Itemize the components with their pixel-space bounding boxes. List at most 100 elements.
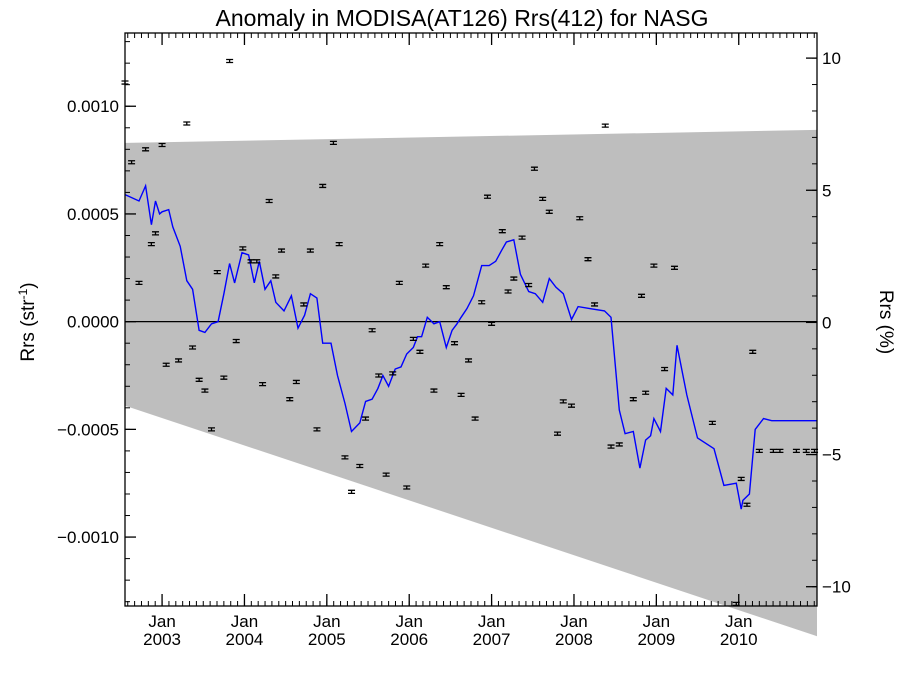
y-axis-label-left-close: ) xyxy=(18,282,39,288)
y-tick-label: 0.0010 xyxy=(67,97,119,116)
tick-labels-layer: 0.0010 0.0005 0.0000 −0.0005 −0.0010 10 5 0 −5 −1… xyxy=(57,49,851,649)
data-point xyxy=(737,476,745,482)
data-point xyxy=(483,194,491,199)
data-point xyxy=(162,362,170,367)
data-point xyxy=(300,302,308,307)
chart-title: Anomaly in MODISA(AT126) Rrs(412) for NA… xyxy=(216,5,709,31)
data-point xyxy=(584,257,592,262)
data-point xyxy=(422,263,430,268)
data-point xyxy=(286,397,294,402)
data-point xyxy=(769,448,777,454)
data-point xyxy=(356,463,364,469)
y-right-tick-label: 10 xyxy=(822,49,841,68)
data-point xyxy=(488,321,496,326)
data-point xyxy=(576,216,584,221)
shaded-band-layer xyxy=(125,129,817,637)
data-point xyxy=(601,123,609,128)
line-series-layer xyxy=(124,183,817,510)
x-tick-year-label: 2010 xyxy=(720,630,758,649)
data-point xyxy=(183,121,191,126)
data-point xyxy=(239,246,247,251)
data-point xyxy=(559,399,567,404)
data-point xyxy=(755,448,763,454)
data-point xyxy=(382,472,390,477)
data-point xyxy=(195,377,203,382)
x-tick-month-label: Jan xyxy=(148,612,175,631)
y-axis-label-left-text: Rrs (str xyxy=(18,299,39,362)
data-point xyxy=(457,392,465,398)
data-point xyxy=(147,241,155,247)
data-point xyxy=(158,142,166,148)
data-point xyxy=(362,416,370,421)
x-tick-month-label: Jan xyxy=(725,612,752,631)
data-point xyxy=(498,229,506,234)
x-tick-month-label: Jan xyxy=(560,612,587,631)
y-right-tick-label: 0 xyxy=(822,313,831,332)
data-point xyxy=(545,209,553,214)
data-point xyxy=(348,489,356,494)
data-point xyxy=(642,390,650,395)
data-point xyxy=(341,455,349,460)
data-point xyxy=(510,276,518,281)
x-tick-year-label: 2003 xyxy=(143,630,181,649)
data-point xyxy=(539,196,547,202)
data-point xyxy=(253,259,261,264)
data-point xyxy=(661,366,669,372)
data-point xyxy=(436,241,444,247)
data-point xyxy=(802,448,810,454)
data-point xyxy=(259,381,267,387)
data-point xyxy=(213,269,221,275)
data-point xyxy=(306,248,314,253)
y-tick-label: −0.0005 xyxy=(57,420,119,439)
data-point xyxy=(465,358,473,363)
shaded-band xyxy=(125,129,817,637)
data-point xyxy=(403,485,411,490)
data-point xyxy=(226,58,234,64)
data-point xyxy=(375,373,383,378)
data-point xyxy=(128,160,136,165)
data-point xyxy=(442,285,450,290)
data-point xyxy=(776,448,784,454)
x-tick-year-label: 2007 xyxy=(473,630,511,649)
data-point xyxy=(554,431,561,436)
x-tick-month-label: Jan xyxy=(231,612,258,631)
x-tick-month-label: Jan xyxy=(313,612,340,631)
data-point xyxy=(451,341,459,346)
data-point xyxy=(430,388,438,393)
data-point xyxy=(389,371,397,376)
data-point xyxy=(743,502,751,507)
x-tick-month-label: Jan xyxy=(643,612,670,631)
data-point xyxy=(615,442,623,447)
data-point xyxy=(329,140,337,146)
data-point xyxy=(272,274,280,279)
y-right-tick-label: −10 xyxy=(822,578,851,597)
data-point xyxy=(265,198,273,204)
data-point xyxy=(151,231,159,236)
axes-layer xyxy=(124,32,818,607)
y-right-tick-label: −5 xyxy=(822,446,841,465)
data-point xyxy=(792,448,800,454)
data-point xyxy=(208,427,215,432)
data-point xyxy=(319,183,327,189)
x-tick-year-label: 2008 xyxy=(555,630,593,649)
data-point xyxy=(368,328,376,333)
data-point xyxy=(518,235,526,240)
data-point xyxy=(568,403,576,408)
y-axis-label-right: Rrs (%) xyxy=(875,290,896,354)
data-point xyxy=(629,397,637,402)
data-point xyxy=(525,282,533,288)
data-point xyxy=(201,388,209,393)
data-point xyxy=(175,358,183,363)
data-point xyxy=(416,349,424,354)
x-tick-month-label: Jan xyxy=(396,612,423,631)
data-point xyxy=(607,444,615,449)
data-point xyxy=(670,265,678,270)
series-line xyxy=(124,183,817,510)
x-tick-year-label: 2005 xyxy=(308,630,346,649)
x-tick-month-label: Jan xyxy=(478,612,505,631)
data-point xyxy=(650,263,658,268)
data-point xyxy=(395,280,403,286)
x-tick-year-label: 2006 xyxy=(390,630,428,649)
y-tick-label: 0.0005 xyxy=(67,205,119,224)
